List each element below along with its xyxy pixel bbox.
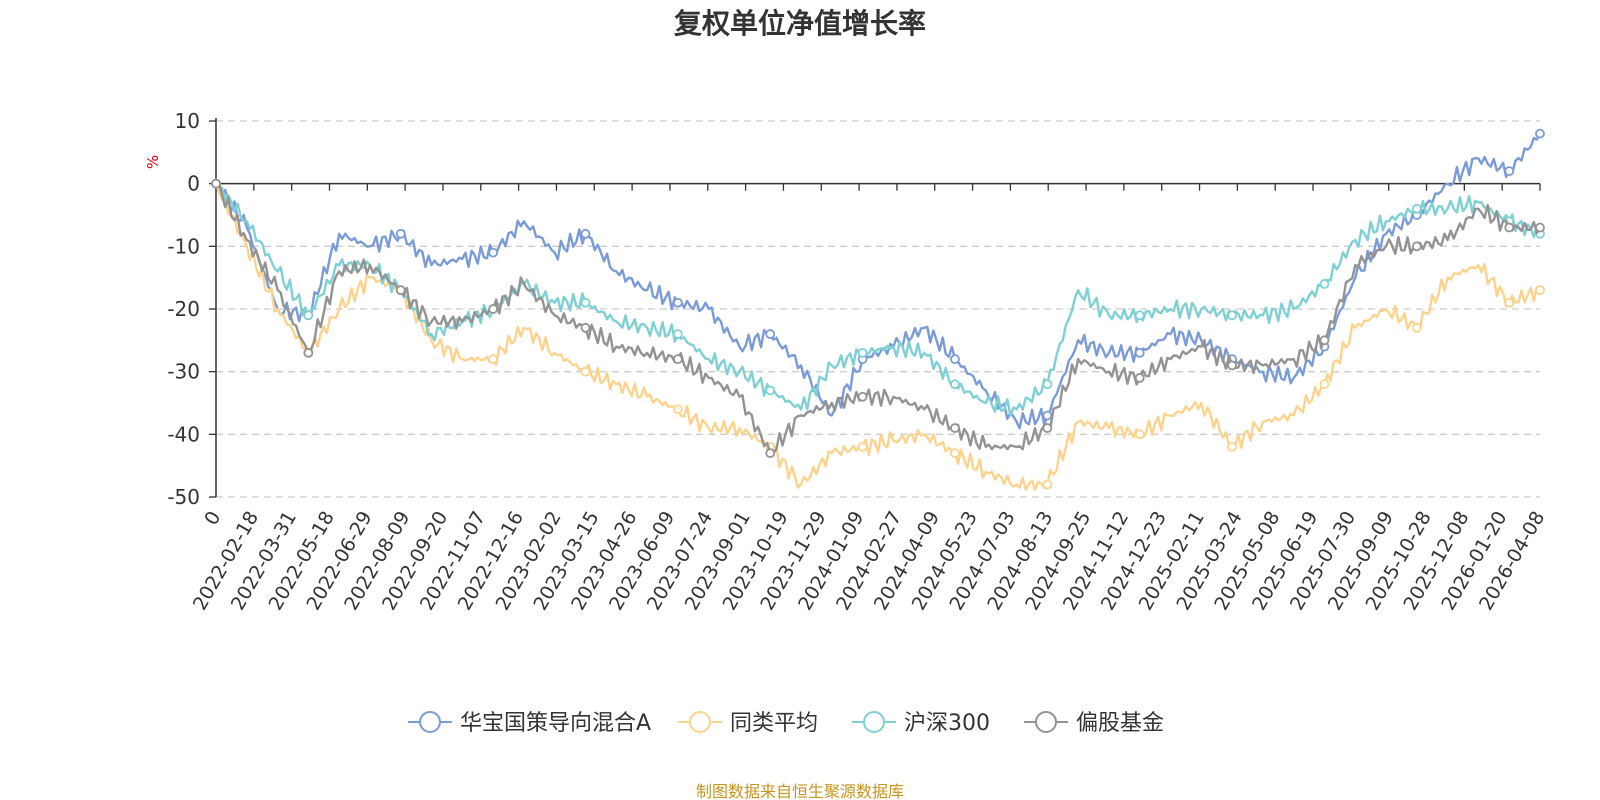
y-tick-label: -40 — [167, 422, 200, 446]
series-point — [1535, 222, 1545, 233]
series-point — [211, 178, 221, 189]
y-tick-labels: 10 0 -10 -20 -30 -40 -50 — [167, 109, 200, 509]
series-point — [672, 329, 683, 339]
series-point — [672, 297, 683, 308]
series-point — [1227, 441, 1237, 452]
legend-symbol-circle — [1035, 711, 1057, 733]
series-point — [395, 228, 406, 239]
series-point — [1535, 285, 1545, 296]
series-line — [215, 180, 1542, 455]
legend-symbol-circle — [863, 711, 885, 733]
series-point — [1042, 423, 1053, 433]
series-point — [1504, 297, 1515, 308]
series-point — [1504, 166, 1515, 177]
series-point — [1042, 479, 1053, 490]
x-tick-label: 0 — [200, 508, 225, 529]
series-point — [395, 285, 406, 296]
series-point — [1319, 379, 1330, 390]
series-point — [857, 441, 868, 452]
source-note: 制图数据来自恒生聚源数据库 — [696, 782, 904, 800]
series-point — [950, 423, 960, 433]
series-point — [1411, 203, 1422, 214]
series-point — [580, 366, 591, 377]
x-tick-labels: 02022-02-182022-03-312022-05-182022-06-2… — [189, 507, 1549, 614]
y-tick-label: -30 — [167, 360, 200, 384]
series-point — [1319, 335, 1330, 346]
legend-item-label[interactable]: 偏股基金 — [1076, 711, 1164, 736]
legend-item-label[interactable]: 华宝国策导向混合A — [460, 711, 651, 736]
series-point — [1504, 222, 1515, 233]
series-point — [1319, 279, 1330, 289]
series-point — [303, 310, 314, 321]
series-point — [488, 304, 499, 314]
series-point — [672, 354, 683, 365]
series-lines — [211, 128, 1545, 491]
series-point — [488, 354, 499, 365]
series-point — [1134, 429, 1145, 440]
series-line — [214, 183, 1541, 491]
series-point — [1227, 360, 1237, 371]
series-point — [950, 379, 960, 390]
series-point — [580, 297, 591, 308]
series-point — [950, 448, 960, 459]
series-point — [950, 354, 960, 365]
series-point — [303, 347, 314, 358]
series-point — [1535, 128, 1545, 139]
y-tick-label: 10 — [175, 109, 200, 133]
series-point — [1042, 410, 1053, 421]
grid-lines — [216, 120, 1540, 498]
legend-symbol-circle — [689, 711, 711, 733]
series-point — [1411, 241, 1422, 252]
series-point — [1042, 379, 1053, 390]
y-tick-label: 0 — [187, 172, 200, 196]
legend-symbol-circle — [419, 711, 441, 733]
series-point — [488, 247, 499, 258]
series-point — [580, 228, 591, 239]
series-point — [1411, 322, 1422, 333]
series-point — [672, 404, 683, 415]
y-axis-unit-label: % — [144, 155, 162, 169]
series-point — [580, 322, 591, 333]
series-line — [215, 182, 1542, 417]
series-point — [765, 329, 776, 339]
series-point — [1134, 310, 1145, 321]
y-tick-label: -20 — [167, 297, 200, 321]
series-point — [765, 385, 776, 396]
legend-item-label[interactable]: 同类平均 — [730, 711, 818, 736]
y-tick-label: -50 — [167, 485, 200, 509]
series-point — [857, 347, 868, 358]
y-tick-label: -10 — [167, 234, 200, 258]
series-point — [1134, 347, 1145, 358]
series-point — [765, 448, 776, 459]
series-point — [1227, 310, 1237, 321]
legend-item-label[interactable]: 沪深300 — [904, 711, 990, 736]
series-point — [1134, 373, 1145, 383]
chart-title: 复权单位净值增长率 — [674, 7, 926, 40]
legend[interactable]: 华宝国策导向混合A 同类平均 沪深300 偏股基金 — [408, 711, 1164, 736]
series-point — [857, 391, 868, 402]
series-line — [215, 132, 1542, 430]
